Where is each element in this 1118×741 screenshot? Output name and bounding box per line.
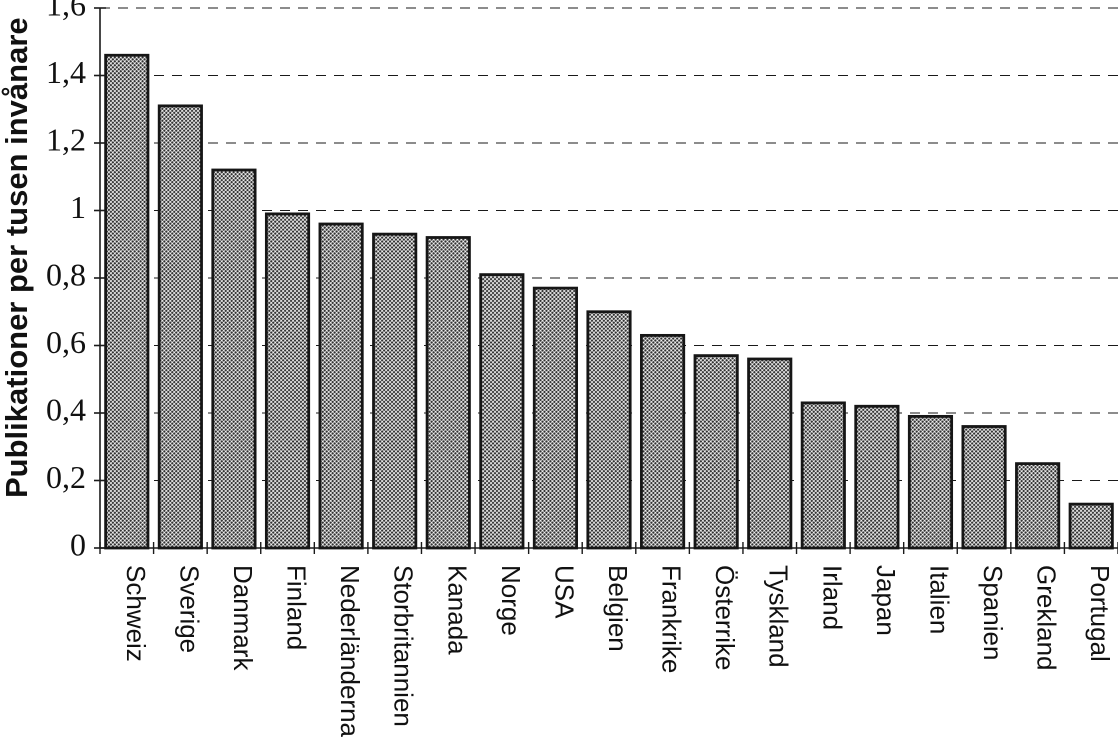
svg-text:0,4: 0,4 <box>46 391 86 427</box>
svg-text:Finland: Finland <box>282 565 312 650</box>
svg-text:Frankrike: Frankrike <box>657 565 687 673</box>
svg-text:Japan: Japan <box>871 565 901 636</box>
svg-text:1: 1 <box>70 189 86 225</box>
svg-text:Norge: Norge <box>496 565 526 636</box>
svg-text:Schweiz: Schweiz <box>121 565 151 662</box>
svg-text:1,4: 1,4 <box>46 54 86 90</box>
svg-text:Italien: Italien <box>924 565 954 634</box>
svg-text:Tyskland: Tyskland <box>764 565 794 668</box>
svg-text:1,2: 1,2 <box>46 121 86 157</box>
svg-text:0,8: 0,8 <box>46 256 86 292</box>
svg-text:Storbritannien: Storbritannien <box>389 565 419 727</box>
svg-text:USA: USA <box>549 565 579 619</box>
svg-text:Österrike: Österrike <box>710 565 740 670</box>
svg-text:0,2: 0,2 <box>46 459 86 495</box>
svg-text:0: 0 <box>70 526 86 562</box>
svg-text:1,6: 1,6 <box>46 0 86 22</box>
svg-text:Kanada: Kanada <box>442 565 472 655</box>
svg-text:Grekland: Grekland <box>1032 565 1062 671</box>
svg-text:Danmark: Danmark <box>228 565 258 671</box>
svg-text:Spanien: Spanien <box>978 565 1008 660</box>
svg-text:Belgien: Belgien <box>603 565 633 652</box>
svg-text:0,6: 0,6 <box>46 324 86 360</box>
svg-text:Nederländerna: Nederländerna <box>335 565 365 738</box>
svg-text:Irland: Irland <box>817 565 847 630</box>
svg-text:Portugal: Portugal <box>1085 565 1115 662</box>
svg-text:Sverige: Sverige <box>174 565 204 653</box>
